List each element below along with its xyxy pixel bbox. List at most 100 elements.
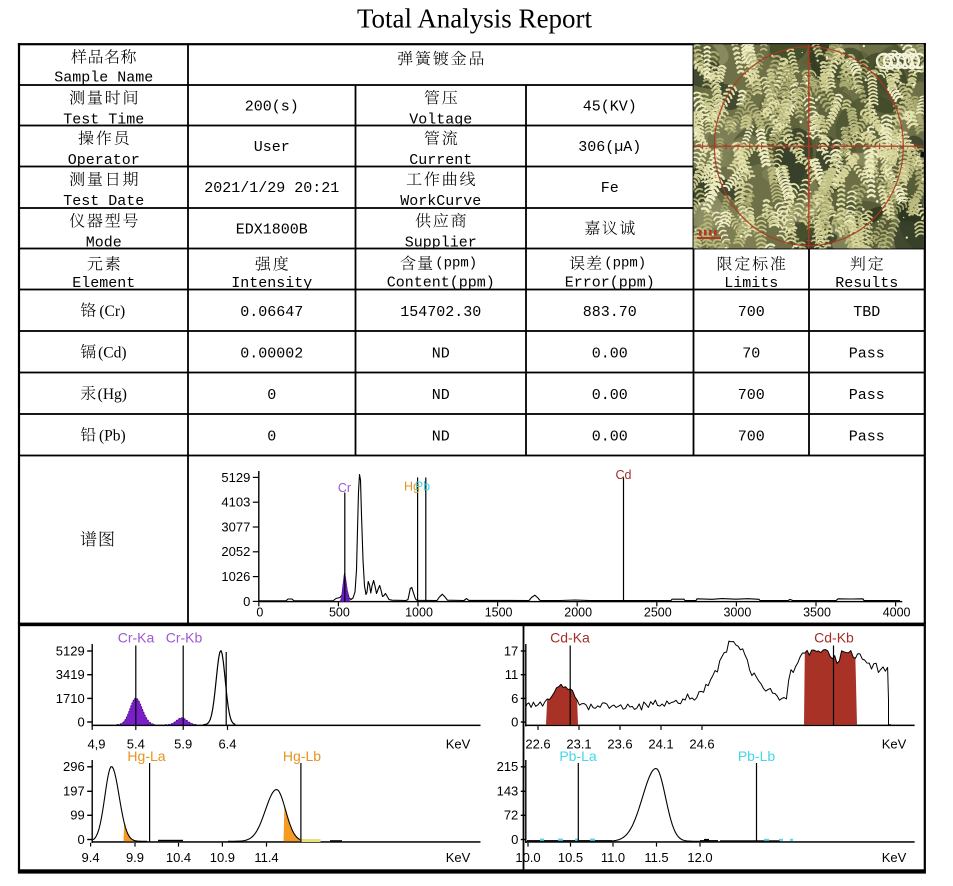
svg-text:72: 72 — [504, 808, 518, 823]
svg-text:99: 99 — [70, 808, 84, 823]
svg-text:(Cr): (Cr) — [99, 303, 125, 320]
svg-text:Cr-Kb: Cr-Kb — [166, 630, 203, 646]
svg-text:Pb-La: Pb-La — [559, 748, 597, 764]
svg-text:(ppm): (ppm) — [604, 256, 646, 272]
svg-text:4,9: 4,9 — [87, 737, 105, 752]
svg-text:1710: 1710 — [56, 691, 85, 706]
svg-text:Cd: Cd — [616, 468, 632, 482]
svg-text:Pass: Pass — [849, 346, 885, 363]
svg-text:Operator: Operator — [68, 152, 140, 169]
svg-text:22.6: 22.6 — [525, 737, 550, 752]
svg-text:0: 0 — [77, 714, 84, 729]
svg-text:6.4: 6.4 — [218, 737, 236, 752]
svg-text:296: 296 — [63, 759, 85, 774]
svg-text:3500: 3500 — [803, 606, 831, 620]
svg-text:Test Date: Test Date — [63, 193, 144, 210]
svg-text:154702.30: 154702.30 — [400, 304, 481, 321]
svg-text:306(µA): 306(µA) — [578, 139, 641, 156]
svg-text:Cd-Ka: Cd-Ka — [550, 630, 590, 646]
svg-text:0.00: 0.00 — [592, 346, 628, 363]
svg-text:23.6: 23.6 — [607, 737, 632, 752]
svg-text:11: 11 — [505, 667, 519, 682]
svg-text:23.1: 23.1 — [566, 737, 591, 752]
svg-text:0: 0 — [243, 594, 250, 609]
svg-text:Hg-Lb: Hg-Lb — [283, 748, 321, 764]
svg-text:500: 500 — [329, 606, 350, 620]
svg-text:ND: ND — [432, 387, 450, 404]
svg-text:Element: Element — [72, 275, 135, 292]
svg-text:(Cd): (Cd) — [98, 344, 126, 361]
svg-text:Content(ppm): Content(ppm) — [387, 274, 495, 291]
svg-text:Limits: Limits — [724, 275, 778, 292]
svg-text:Hg-La: Hg-La — [127, 748, 165, 764]
svg-text:215: 215 — [497, 759, 519, 774]
svg-text:4103: 4103 — [221, 495, 250, 510]
svg-text:5129: 5129 — [56, 643, 85, 658]
svg-text:11.0: 11.0 — [601, 850, 625, 865]
svg-text:Cr-Ka: Cr-Ka — [118, 630, 155, 646]
svg-text:17: 17 — [504, 643, 518, 658]
svg-text:Current: Current — [409, 152, 472, 169]
svg-text:2021/1/29 20:21: 2021/1/29 20:21 — [204, 180, 339, 197]
svg-text:Voltage: Voltage — [409, 112, 472, 129]
svg-text:24.6: 24.6 — [689, 737, 714, 752]
svg-text:45(KV): 45(KV) — [583, 98, 637, 115]
svg-text:0.00: 0.00 — [592, 387, 628, 404]
svg-text:Cd-Kb: Cd-Kb — [814, 630, 854, 646]
svg-text:883.70: 883.70 — [583, 304, 637, 321]
svg-text:KeV: KeV — [882, 737, 907, 752]
svg-text:9.9: 9.9 — [126, 850, 144, 865]
svg-text:0.00002: 0.00002 — [240, 346, 303, 363]
svg-text:11.4: 11.4 — [254, 850, 278, 865]
svg-text:2500: 2500 — [644, 606, 672, 620]
svg-text:KeV: KeV — [446, 737, 471, 752]
svg-text:Pass: Pass — [849, 387, 885, 404]
svg-text:0.06647: 0.06647 — [240, 304, 303, 321]
svg-text:10.0: 10.0 — [515, 850, 540, 865]
svg-text:0: 0 — [267, 429, 276, 446]
svg-text:6: 6 — [511, 691, 518, 706]
svg-text:11.5: 11.5 — [644, 850, 668, 865]
svg-text:3077: 3077 — [221, 519, 250, 534]
svg-text:200(s): 200(s) — [245, 98, 299, 115]
svg-text:Results: Results — [835, 275, 898, 292]
svg-text:2052: 2052 — [221, 544, 250, 559]
svg-text:0: 0 — [267, 387, 276, 404]
svg-text:(Hg): (Hg) — [98, 386, 127, 403]
svg-text:(ppm): (ppm) — [435, 256, 477, 272]
svg-text:ND: ND — [432, 346, 450, 363]
svg-text:700: 700 — [738, 387, 765, 404]
svg-text:Pass: Pass — [849, 429, 885, 446]
svg-text:3419: 3419 — [56, 667, 85, 682]
svg-text:143: 143 — [497, 784, 519, 799]
svg-text:10.5: 10.5 — [558, 850, 583, 865]
svg-text:WorkCurve: WorkCurve — [400, 193, 481, 210]
svg-text:Pb: Pb — [415, 480, 430, 494]
svg-text:(Pb): (Pb) — [99, 427, 126, 444]
svg-text:Error(ppm): Error(ppm) — [565, 274, 655, 291]
svg-text:3000: 3000 — [723, 606, 751, 620]
svg-text:Total Analysis Report: Total Analysis Report — [357, 4, 593, 34]
svg-text:10.4: 10.4 — [166, 850, 191, 865]
svg-text:4000: 4000 — [883, 606, 911, 620]
svg-text:0: 0 — [77, 832, 84, 847]
svg-text:0: 0 — [511, 714, 518, 729]
svg-text:1026: 1026 — [221, 569, 250, 584]
svg-text:10.9: 10.9 — [210, 850, 235, 865]
svg-text:EDX1800B: EDX1800B — [236, 221, 308, 238]
svg-text:TBD: TBD — [853, 304, 880, 321]
svg-text:Test Time: Test Time — [63, 112, 144, 129]
svg-text:0: 0 — [256, 606, 263, 620]
svg-text:0: 0 — [511, 832, 518, 847]
svg-text:Mode: Mode — [86, 235, 122, 252]
svg-text:Intensity: Intensity — [231, 275, 312, 292]
svg-text:12.0: 12.0 — [687, 850, 712, 865]
svg-text:User: User — [254, 139, 290, 156]
svg-text:0.00: 0.00 — [592, 429, 628, 446]
svg-text:2000: 2000 — [564, 606, 592, 620]
svg-text:Sample Name: Sample Name — [54, 70, 153, 87]
svg-text:70: 70 — [742, 346, 760, 363]
svg-text:Supplier: Supplier — [405, 235, 477, 252]
svg-text:Hg: Hg — [404, 480, 420, 494]
svg-text:9.4: 9.4 — [82, 850, 100, 865]
